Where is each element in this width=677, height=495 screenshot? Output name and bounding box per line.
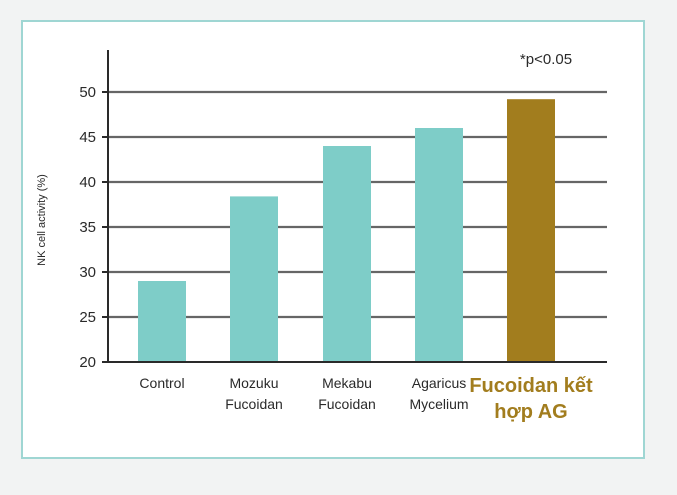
bar-highlight — [507, 99, 555, 362]
x-category-label: hợp AG — [494, 401, 567, 423]
y-tick-label: 50 — [79, 84, 96, 101]
x-category-label: Agaricus — [412, 375, 466, 391]
y-tick-label: 40 — [79, 174, 96, 191]
y-tick-label: 20 — [79, 354, 96, 371]
bar — [323, 146, 371, 362]
y-tick-label: 35 — [79, 219, 96, 236]
nk-activity-bar-chart: 20 25 30 35 40 45 50 Control Mozuku Fucoidan Meka… — [36, 50, 607, 423]
y-tick-label: 30 — [79, 264, 96, 281]
y-tick-label: 45 — [79, 129, 96, 146]
significance-note: *p<0.05 — [520, 51, 572, 68]
axes — [102, 50, 607, 363]
x-category-label: Mekabu — [322, 375, 372, 391]
y-tick-label: 25 — [79, 309, 96, 326]
x-category-labels: Control Mozuku Fucoidan Mekabu Fucoidan Agari… — [139, 375, 593, 423]
bar — [230, 196, 278, 362]
y-tick-labels: 20 25 30 35 40 45 50 — [79, 84, 96, 371]
bars — [138, 99, 555, 362]
x-category-label: Fucoidan — [318, 396, 376, 412]
bar — [138, 281, 186, 362]
x-category-label: Mozuku — [229, 375, 278, 391]
bar — [415, 128, 463, 362]
x-category-label: Fucoidan kết — [469, 375, 593, 397]
x-category-label: Fucoidan — [225, 396, 283, 412]
chart-card: 20 25 30 35 40 45 50 Control Mozuku Fucoidan Meka… — [21, 20, 645, 459]
x-category-label: Control — [139, 375, 184, 391]
x-category-label: Mycelium — [409, 396, 468, 412]
y-axis-title: NK cell activity (%) — [36, 174, 48, 266]
